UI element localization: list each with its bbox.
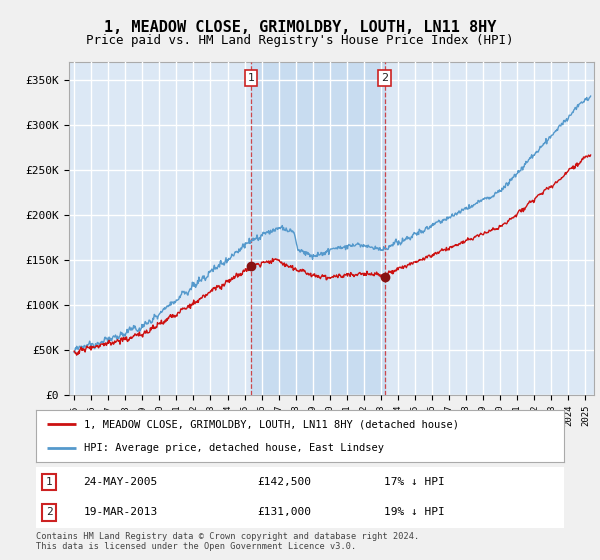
Text: 2: 2 — [381, 73, 388, 83]
Text: 19% ↓ HPI: 19% ↓ HPI — [385, 507, 445, 517]
Text: HPI: Average price, detached house, East Lindsey: HPI: Average price, detached house, East… — [83, 443, 383, 453]
Text: 17% ↓ HPI: 17% ↓ HPI — [385, 477, 445, 487]
Text: Price paid vs. HM Land Registry's House Price Index (HPI): Price paid vs. HM Land Registry's House … — [86, 34, 514, 46]
Text: 2: 2 — [46, 507, 53, 517]
Text: 1, MEADOW CLOSE, GRIMOLDBY, LOUTH, LN11 8HY: 1, MEADOW CLOSE, GRIMOLDBY, LOUTH, LN11 … — [104, 20, 496, 35]
Text: 1: 1 — [46, 477, 53, 487]
Text: 1: 1 — [248, 73, 255, 83]
Text: 19-MAR-2013: 19-MAR-2013 — [83, 507, 158, 517]
Text: £131,000: £131,000 — [258, 507, 312, 517]
Text: 1, MEADOW CLOSE, GRIMOLDBY, LOUTH, LN11 8HY (detached house): 1, MEADOW CLOSE, GRIMOLDBY, LOUTH, LN11 … — [83, 419, 458, 430]
Text: 24-MAY-2005: 24-MAY-2005 — [83, 477, 158, 487]
Text: £142,500: £142,500 — [258, 477, 312, 487]
Bar — [251, 62, 385, 395]
Text: Contains HM Land Registry data © Crown copyright and database right 2024.
This d: Contains HM Land Registry data © Crown c… — [36, 532, 419, 552]
